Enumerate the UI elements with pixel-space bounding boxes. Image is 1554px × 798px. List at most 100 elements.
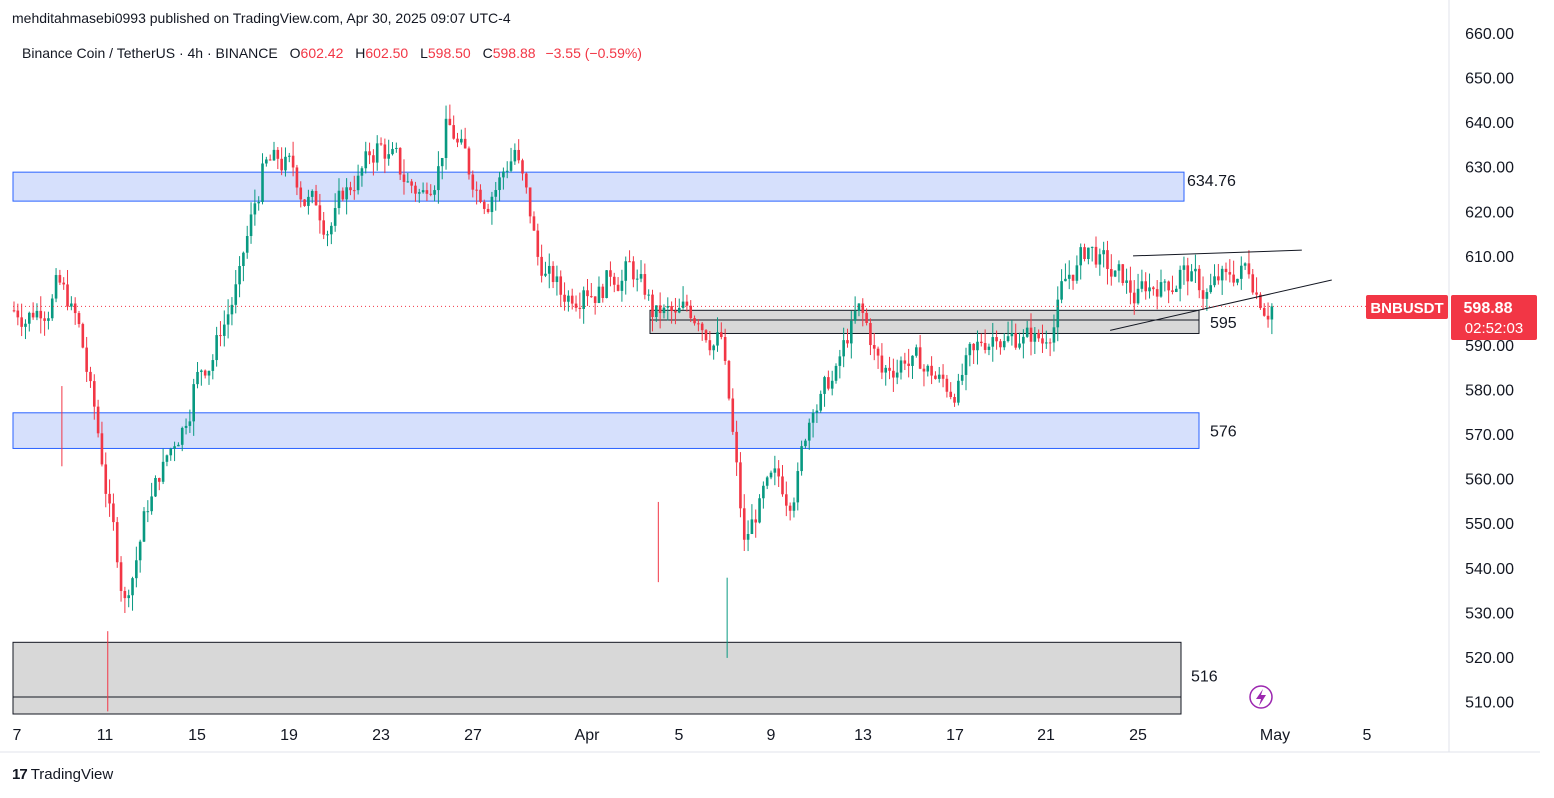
candle-body — [47, 318, 50, 321]
candle-body — [402, 174, 406, 182]
candle-body — [915, 347, 918, 356]
candle-body — [322, 220, 325, 235]
x-tick-label: May — [1260, 727, 1290, 744]
candle-body — [1220, 268, 1224, 281]
tradingview-footer[interactable]: 17 TradingView — [12, 766, 113, 783]
candle-body — [677, 307, 681, 313]
candle-body — [81, 324, 85, 348]
candle-body — [655, 305, 658, 317]
candle-body — [398, 147, 402, 175]
price-tag-value: 598.88 — [1464, 300, 1513, 317]
candle-body — [934, 375, 937, 379]
candle-body — [1262, 308, 1266, 316]
y-tick-label: 590.00 — [1465, 338, 1514, 355]
candle-body — [922, 368, 926, 372]
candle-body — [20, 317, 23, 327]
candle-body — [880, 355, 884, 373]
candle-body — [77, 313, 81, 325]
candle-body — [857, 303, 861, 311]
candle-body — [903, 360, 907, 364]
candle-body — [995, 337, 998, 342]
candle-body — [39, 310, 43, 319]
candle-body — [372, 155, 375, 163]
candle-body — [230, 304, 234, 315]
candle-body — [1090, 246, 1094, 248]
candle-body — [234, 284, 238, 305]
candle-body — [540, 256, 543, 276]
candle-body — [586, 290, 589, 297]
candle-body — [773, 468, 777, 473]
candle-body — [853, 310, 857, 321]
candle-body — [456, 138, 459, 143]
candle-body — [85, 347, 88, 372]
candle-body — [716, 332, 719, 346]
candle-body — [815, 410, 819, 413]
candle-body — [1182, 265, 1186, 270]
x-tick-label: 9 — [767, 727, 776, 744]
candle-body — [200, 370, 203, 372]
candle-body — [463, 138, 467, 149]
candle-body — [865, 312, 868, 323]
symbol-name[interactable]: Binance Coin / TetherUS · 4h · BINANCE — [22, 45, 278, 61]
candle-body — [827, 377, 830, 389]
candle-body — [632, 261, 635, 280]
zone-label: 516 — [1191, 669, 1218, 686]
candle-body — [769, 472, 773, 478]
candle-body — [555, 276, 559, 283]
candle-body — [1106, 250, 1109, 270]
candle-body — [811, 412, 815, 423]
candle-body — [307, 196, 310, 206]
x-tick-label: 19 — [280, 727, 298, 744]
candle-body — [345, 187, 348, 200]
candle-body — [326, 234, 329, 236]
candle-body — [245, 236, 249, 253]
candle-body — [417, 192, 421, 194]
candle-body — [1255, 292, 1258, 295]
candle-body — [444, 118, 448, 159]
candle-body — [104, 464, 108, 494]
candle-body — [704, 330, 708, 341]
candle-body — [1022, 336, 1025, 344]
zone-634.76 — [12, 171, 1185, 202]
high-label: H — [355, 45, 366, 61]
candle-body — [635, 278, 639, 280]
candle-body — [1037, 333, 1040, 339]
candle-body — [1045, 342, 1048, 344]
candle-body — [177, 444, 180, 447]
candle-body — [391, 148, 394, 155]
candle-body — [953, 397, 956, 403]
zone-label: 576 — [1210, 424, 1237, 441]
candle-body — [949, 391, 953, 398]
candle-body — [303, 199, 306, 206]
candle-body — [1129, 280, 1132, 293]
candle-body — [119, 562, 123, 591]
candle-body — [754, 519, 758, 523]
y-tick-label: 660.00 — [1465, 26, 1514, 43]
candle-body — [647, 294, 650, 296]
candle-body — [249, 214, 253, 237]
change-value: −3.55 (−0.59%) — [545, 45, 642, 61]
zone-576 — [12, 412, 1200, 449]
candle-body — [593, 296, 597, 303]
candle-body — [601, 286, 605, 298]
candle-body — [1239, 265, 1243, 279]
y-tick-label: 520.00 — [1465, 650, 1514, 667]
candle-body — [1029, 327, 1033, 342]
open-label: O — [289, 45, 301, 61]
candle-body — [968, 343, 972, 356]
y-tick-label: 540.00 — [1465, 561, 1514, 578]
candle-body — [299, 187, 303, 200]
candle-body — [544, 273, 547, 276]
lightning-bolt-icon — [1256, 689, 1266, 706]
y-tick-label: 510.00 — [1465, 694, 1514, 711]
candle-body — [941, 374, 945, 379]
y-tick-label: 580.00 — [1465, 383, 1514, 400]
candle-body — [287, 155, 291, 157]
candle-body — [895, 372, 899, 378]
candle-body — [410, 181, 413, 186]
candle-body — [1136, 288, 1140, 304]
candle-body — [479, 189, 482, 202]
candle-body — [482, 201, 486, 209]
candle-body — [693, 318, 696, 324]
